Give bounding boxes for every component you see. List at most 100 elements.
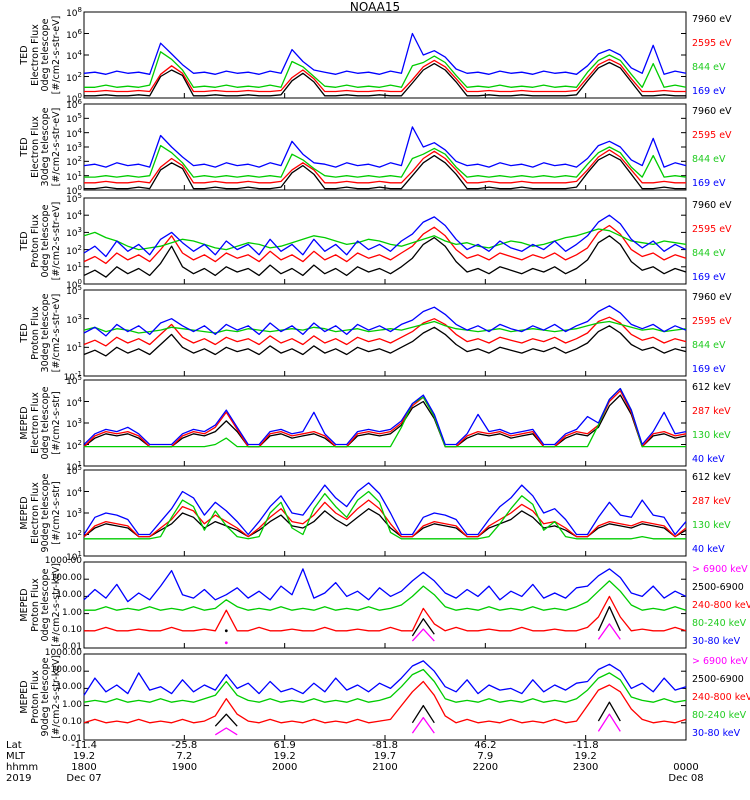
legend-entry: 30-80 keV: [692, 728, 741, 739]
y-tick-label: 104: [66, 126, 82, 140]
x-tick-label-lat: -25.8: [171, 740, 198, 751]
ylabel-line: MEPED: [19, 680, 30, 714]
panel-frame: [83, 561, 687, 649]
series-line: [83, 228, 687, 251]
x-tick-label-date: Dec 08: [668, 773, 704, 784]
series-line: [84, 149, 686, 184]
legend-entry: 7960 eV: [692, 292, 732, 303]
panel-legend: > 6900 keV 2500-6900 240-800 keV 80-240 keV…: [692, 654, 750, 740]
panel-ylabel: TED Proton Flux 30deg telescope [#/cm2-s-st…: [2, 287, 80, 379]
panel-ylabel: TED Electron Flux 0deg telescope [#/cm2-s-s…: [2, 9, 80, 101]
legend-entry: 169 eV: [692, 178, 726, 189]
y-tick-label: 10-1: [63, 370, 82, 383]
series-line: [83, 320, 687, 334]
x-tick-label-hhmm: 2100: [372, 762, 398, 773]
x-row-label-mlt: MLT: [6, 751, 25, 762]
legend-entry: 40 keV: [692, 544, 725, 555]
legend-entry: 169 eV: [692, 86, 726, 97]
y-tick-label: 101: [66, 341, 82, 355]
legend-entry: 169 eV: [692, 272, 726, 283]
panel-frame: [83, 11, 687, 99]
series-line: [83, 305, 687, 337]
panel-ylabel: MEPED Proton Flux 90deg telescope [#/cm2-s-…: [2, 651, 80, 743]
y-tick-label: 0.01: [61, 642, 82, 652]
ylabel-line: 30deg telescope: [40, 107, 51, 187]
legend-entry: 80-240 keV: [692, 710, 747, 721]
series-line: [83, 680, 687, 724]
series-line: [83, 32, 687, 75]
panel-legend: > 6900 keV 2500-6900 240-800 keV 80-240 keV…: [692, 562, 750, 648]
series-line: [411, 628, 435, 642]
y-tick-label: 106: [66, 27, 82, 41]
panel-ylabel-text: TED Electron Flux 30deg telescope [#/cm2-s-…: [19, 107, 62, 187]
y-tick-label: 102: [66, 528, 82, 542]
y-tick-label: 104: [66, 485, 82, 499]
panel-ylabel-text: MEPED Proton Flux 90deg telescope [#/cm2-s-…: [19, 655, 62, 739]
y-tick-label: 104: [66, 395, 82, 409]
series-line: [214, 713, 238, 727]
legend-entry: 80-240 keV: [692, 618, 747, 629]
legend-entry: 2595 eV: [692, 224, 732, 235]
series-line: [83, 235, 687, 278]
series-line: [83, 325, 687, 357]
y-tick-label: 105: [66, 112, 82, 126]
y-tick-label: 105: [66, 192, 82, 205]
y-tick-label: 100: [66, 278, 82, 291]
series-line: [597, 606, 621, 632]
y-tick-label: 105: [66, 374, 82, 387]
y-tick-label: 101: [66, 260, 82, 274]
series-line: [84, 387, 686, 448]
series-line: [84, 61, 686, 97]
panel-ylabel-text: TED Electron Flux 0deg telescope [#/cm2-s-s…: [19, 15, 62, 95]
legend-entry: 2500-6900: [692, 674, 744, 685]
y-tick-label: 1.00: [61, 699, 82, 710]
panel-ylabel: TED Electron Flux 30deg telescope [#/cm2-s-…: [2, 101, 80, 193]
panel-frame: [83, 653, 687, 741]
legend-entry: > 6900 keV: [692, 564, 748, 575]
x-tick-label-mlt: 7.2: [176, 751, 193, 762]
y-tick-label: 101: [66, 550, 82, 563]
series-line: [214, 727, 238, 736]
ylabel-line: [#/cm2-s-str-keV]: [50, 563, 62, 647]
ylabel-line: [#/cm2-s-str]: [50, 481, 62, 545]
legend-entry: 240-800 keV: [692, 692, 750, 703]
legend-entry: 7960 eV: [692, 200, 732, 211]
x-tick-label-hhmm: 0000: [673, 762, 699, 773]
y-tick-label: 101: [66, 460, 82, 473]
panel-8: [83, 653, 687, 741]
x-tick-label-hhmm: 2000: [271, 762, 298, 773]
x-tick-label-lat: -81.8: [372, 740, 398, 751]
ylabel-line: [#/cm2-s-str-eV]: [50, 15, 62, 95]
series-line: [83, 394, 687, 448]
y-tick-label: 103: [66, 312, 82, 326]
panel-legend: 7960 eV 2595 eV 844 eV 169 eV: [692, 198, 750, 284]
legend-entry: 240-800 keV: [692, 600, 750, 611]
x-tick-label-hhmm: 1900: [171, 762, 198, 773]
x-tick-label-lat: -11.8: [572, 740, 599, 751]
series-line: [83, 482, 687, 536]
x-tick-label-date: Dec 07: [66, 773, 102, 784]
y-tick-label: 0.10: [61, 624, 82, 635]
panel-legend: 7960 eV 2595 eV 844 eV 169 eV: [692, 290, 750, 376]
y-tick-label: 102: [66, 155, 82, 169]
ylabel-line: MEPED: [19, 406, 30, 440]
legend-entry: 130 keV: [692, 430, 731, 441]
legend-entry: 2595 eV: [692, 130, 732, 141]
legend-entry: 7960 eV: [692, 106, 732, 117]
series-line: [84, 580, 687, 611]
y-tick-label: 105: [66, 284, 82, 297]
y-tick-label: 1.00: [61, 607, 82, 618]
x-row-label-hhmm: hhmm: [6, 762, 39, 773]
series-line: [597, 623, 621, 640]
legend-entry: 40 keV: [692, 454, 725, 465]
y-tick-label: 1000.00: [44, 556, 82, 566]
ylabel-line: 90deg telescope: [40, 657, 51, 737]
legend-entry: 287 keV: [692, 496, 731, 507]
y-tick-label: 100.00: [50, 665, 83, 676]
y-tick-label: 103: [66, 417, 82, 430]
y-tick-label: 100.00: [50, 573, 83, 584]
series-line: [83, 568, 687, 603]
series-line: [83, 390, 687, 448]
series-line: [84, 490, 686, 540]
